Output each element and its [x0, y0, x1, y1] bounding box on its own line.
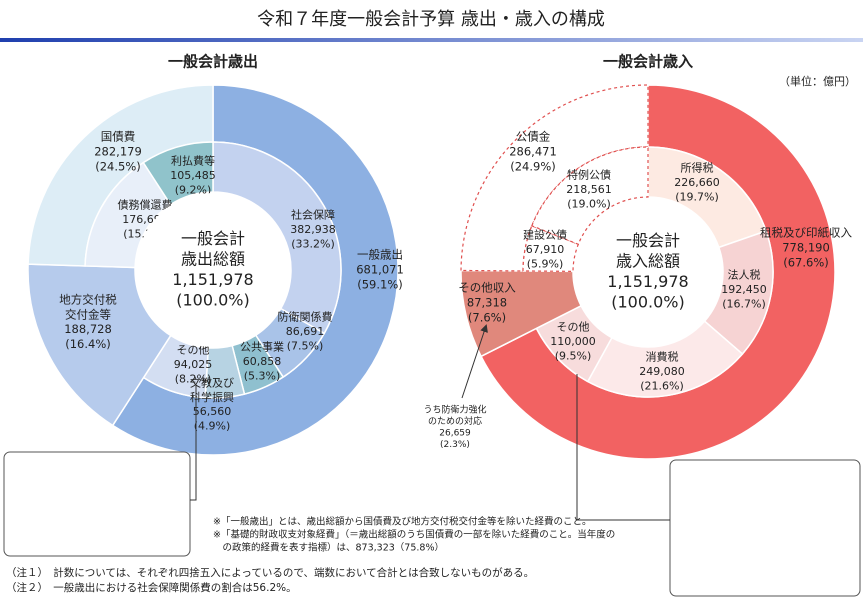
sub-segment-label: 社会保障 [291, 208, 335, 222]
sub-segment-label: 防衛関係費 [278, 310, 333, 324]
segment [27, 263, 172, 427]
segment-label: 国債費 [101, 130, 136, 144]
center-hole [136, 193, 290, 347]
sub-segment [522, 225, 580, 272]
center-label: (100.0%) [611, 293, 685, 312]
center-label: 1,151,978 [172, 270, 253, 289]
breakdown-box [3, 451, 191, 557]
segment-label: 87,318 [467, 296, 507, 310]
footnote: （注１） 計数については、それぞれ四捨五入によっているので、端数において合計とは… [6, 566, 534, 579]
sub-segment-label: 249,080 [639, 365, 685, 378]
sub-segment-label: 56,560 [193, 405, 232, 418]
breakdown-box [669, 459, 861, 597]
sub-segment [212, 141, 342, 335]
sub-segment-label: 226,660 [674, 176, 720, 189]
center-label: (100.0%) [176, 291, 250, 310]
segment-label: (24.9%) [510, 159, 556, 173]
segment-label: 282,179 [94, 145, 142, 159]
sub-segment-label: (33.2%) [291, 237, 335, 250]
sub-segment [142, 141, 214, 206]
sub-segment-label: 218,561 [566, 183, 612, 196]
center-label: 1,151,978 [607, 272, 688, 291]
sub-segment-label: (8.2%) [175, 372, 212, 385]
segment-label: 188,728 [64, 322, 112, 336]
connector [190, 384, 197, 501]
segment-label: 一般歳出 [357, 248, 403, 262]
sub-segment-label: 公共事業 [240, 341, 284, 354]
segment-label: 778,190 [782, 241, 830, 255]
connector [576, 374, 670, 521]
sub-segment-label: その他 [177, 344, 210, 357]
sub-segment-label: (19.0%) [567, 197, 611, 210]
sub-segment-label: 所得税 [681, 161, 714, 175]
sub-segment-label: 利払費等 [171, 154, 215, 168]
sub-segment-label: (4.9%) [194, 419, 231, 432]
sub-segment-label: 105,485 [170, 169, 216, 182]
center-hole [574, 198, 722, 346]
sub-segment-label: 192,450 [721, 283, 767, 296]
segment-label: (67.6%) [783, 255, 829, 269]
sub-segment-label: (9.5%) [555, 349, 592, 362]
sub-segment-label: (19.7%) [675, 190, 719, 203]
note: ※「一般歳出」とは、歳出総額から国債費及び地方交付税交付金等を除いた経費のこと。 [213, 516, 591, 528]
sub-segment-label: その他 [557, 321, 590, 334]
segment-label: 地方交付税交付金等 [59, 292, 117, 321]
segment [460, 84, 649, 272]
segment-label: 286,471 [509, 145, 557, 159]
sub-segment-label: 60,858 [243, 355, 282, 368]
page-title: 令和７年度一般会計予算 歳出・歳入の構成 [257, 9, 605, 30]
sub-segment-label: (5.3%) [244, 369, 281, 382]
center-label: 一般会計歳出総額 [181, 228, 245, 268]
note: の政策的経費を表す指標）は、873,323（75.8%） [213, 542, 444, 554]
center-label: 一般会計歳入総額 [616, 230, 680, 270]
sub-segment-label: 特例公債 [567, 168, 611, 182]
sub-segment-label: 86,691 [286, 325, 325, 338]
annotation: (2.3%) [440, 440, 470, 450]
sub-segment-label: (21.6%) [640, 379, 684, 392]
segment-label: (59.1%) [357, 277, 403, 291]
sub-segment [531, 146, 649, 246]
segment-label: 公債金 [516, 130, 551, 144]
sub-segment-label: 建設公債 [523, 228, 567, 242]
sub-segment-label: 382,938 [290, 223, 336, 236]
sub-segment-label: 94,025 [174, 358, 213, 371]
sub-segment-label: (16.7%) [722, 297, 766, 310]
sub-segment-label: 文教及び科学振興 [190, 376, 234, 404]
chart-title: 一般会計歳入 [603, 53, 693, 71]
sub-segment-label: 67,910 [526, 243, 565, 256]
sub-segment-label: 消費税 [646, 350, 679, 364]
segment-label: (16.4%) [65, 337, 111, 351]
sub-segment-label: (9.2%) [175, 183, 212, 196]
note: ※「基礎的財政収支対象経費」（＝歳出総額のうち国債費の一部を除いた経費のこと。当… [213, 529, 615, 541]
sub-segment-label: 法人税 [728, 268, 761, 282]
title-rule [0, 38, 863, 42]
sub-segment-label: (5.9%) [527, 257, 564, 270]
segment-label: 租税及び印紙収入 [760, 226, 852, 240]
segment-label: (24.5%) [95, 159, 141, 173]
footnote: （注２） 一般歳出における社会保障関係費の割合は56.2%。 [6, 581, 297, 594]
sub-segment-label: 債務償還費 [118, 198, 173, 212]
segment-label: 681,071 [356, 263, 404, 277]
sub-segment-label: (7.5%) [287, 339, 324, 352]
unit: （単位：億円） [779, 74, 856, 88]
chart-title: 一般会計歳出 [168, 53, 258, 71]
segment [460, 269, 583, 358]
sub-segment-label: 110,000 [550, 335, 596, 348]
annotation-arrow [461, 324, 488, 399]
annotation: うち防衛力強化のための対応 [423, 403, 486, 427]
segment-label: その他収入 [458, 281, 516, 295]
annotation: 26,659 [439, 428, 471, 438]
segment-label: (7.6%) [468, 310, 506, 324]
